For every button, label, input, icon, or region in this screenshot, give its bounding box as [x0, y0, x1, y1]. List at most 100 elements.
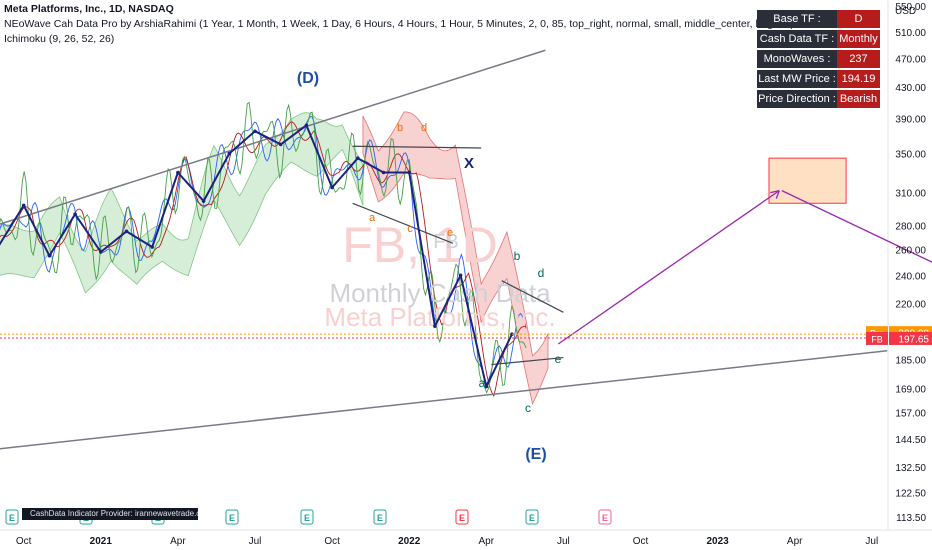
wave-point[interactable]	[304, 123, 309, 128]
time-tick-label: Oct	[16, 536, 32, 547]
wave-point[interactable]	[73, 212, 77, 217]
wave-point[interactable]	[21, 203, 26, 208]
ichimoku-cloud-bullish	[0, 112, 364, 294]
earnings-marker-label: E	[602, 513, 608, 523]
wave-point[interactable]	[150, 245, 154, 249]
wave-point[interactable]	[433, 324, 437, 328]
price-tick-label: 144.50	[895, 435, 926, 446]
price-tick-label: 122.50	[895, 488, 926, 499]
earnings-marker[interactable]	[455, 509, 469, 525]
earnings-marker[interactable]	[373, 509, 387, 525]
price-tick-label: 113.50	[896, 513, 926, 524]
table-row: Last MW Price :194.19	[757, 70, 880, 88]
table-key: Price Direction :	[757, 90, 837, 108]
price-tick-label: 510.00	[895, 28, 926, 39]
price-unit[interactable]: USD	[895, 6, 917, 17]
projection-line-down[interactable]	[781, 190, 932, 263]
wave-label-teal-c: c	[525, 401, 531, 415]
triangle-line-upper	[352, 145, 482, 149]
wave-point[interactable]	[124, 229, 129, 234]
watermark-line2: Monthly Cash Data	[329, 278, 551, 308]
time-tick-label: Jul	[557, 536, 570, 547]
channel-line-upper	[0, 49, 546, 225]
wave-point[interactable]	[381, 170, 386, 175]
wave-label-E: (E)	[525, 446, 546, 463]
wave-point[interactable]	[253, 129, 257, 134]
target-zone-box[interactable]	[768, 157, 847, 204]
wave-point[interactable]	[47, 253, 52, 258]
earnings-marker-label: E	[377, 513, 383, 523]
table-value: Bearish	[837, 90, 880, 108]
wave-label-orange-e: e	[447, 227, 453, 239]
wave-label-teal-d: d	[538, 266, 545, 280]
triangle-line-lower	[352, 202, 454, 244]
time-tick-label: 2023	[706, 536, 729, 547]
price-tick-label: 350.00	[895, 150, 926, 161]
last-price-badge-bg[interactable]	[889, 331, 932, 345]
projection-arrow-head	[770, 189, 780, 199]
table-value: Monthly	[837, 30, 880, 48]
time-tick-label: 2021	[90, 536, 113, 547]
price-tick-label: 280.00	[895, 222, 926, 233]
time-tick-label: Jul	[865, 536, 878, 547]
chart-symbol-title[interactable]: Meta Platforms, Inc., 1D, NASDAQ	[4, 3, 174, 15]
small-channel-upper	[501, 280, 564, 313]
wave-point[interactable]	[278, 142, 283, 147]
wave-label-orange-b: b	[397, 122, 403, 134]
price-tick-label: 260.00	[895, 245, 926, 256]
price-tick-label: 185.00	[895, 355, 926, 366]
wave-point[interactable]	[176, 170, 180, 175]
price-tick-label: 240.00	[895, 271, 926, 282]
wave-label-X: X	[464, 155, 474, 172]
table-row: Cash Data TF : Monthly	[757, 30, 880, 48]
last-price-badge[interactable]: 197.65	[898, 334, 929, 345]
projection-arrow-up[interactable]	[557, 190, 780, 345]
wave-point[interactable]	[99, 250, 103, 254]
ichimoku-legend[interactable]: Ichimoku (9, 26, 52, 26)	[4, 33, 115, 45]
watermark-ticker: FB, 1D	[342, 217, 498, 273]
provider-label: CashData Indicator Provider: irannewavet…	[22, 508, 198, 520]
price-tick-label: 390.00	[895, 115, 926, 126]
table-value: D	[837, 10, 880, 28]
wave-point[interactable]	[201, 199, 206, 203]
time-tick-label: Oct	[324, 536, 340, 547]
time-tick-label: Jul	[249, 536, 262, 547]
earnings-marker-label: E	[229, 513, 235, 523]
earnings-marker[interactable]	[525, 509, 539, 525]
earnings-marker-label: E	[9, 513, 15, 523]
price-tick-label: 430.00	[895, 83, 926, 94]
price-tick-label: 550.00	[895, 2, 926, 13]
time-tick-label: 2022	[398, 536, 421, 547]
price-tick-label: 169.00	[895, 385, 926, 396]
table-row: MonoWaves :237	[757, 50, 880, 68]
wave-point[interactable]	[484, 384, 489, 389]
time-tick-label: Oct	[633, 536, 649, 547]
indicator-legend[interactable]: NEoWave Cah Data Pro by ArshiaRahimi (1 …	[4, 18, 795, 30]
time-tick-label: Apr	[787, 536, 803, 547]
time-tick-label: Apr	[479, 536, 495, 547]
wave-point[interactable]	[458, 273, 463, 278]
time-tick-label: Apr	[170, 536, 186, 547]
small-channel-lower	[491, 356, 564, 366]
table-key: Cash Data TF :	[757, 30, 837, 48]
table-row: Price Direction : Bearish	[757, 90, 880, 108]
watermark-small: FB	[433, 231, 459, 253]
earnings-marker[interactable]	[300, 509, 314, 525]
wave-point[interactable]	[330, 185, 334, 190]
price-tick-label: 220.00	[895, 299, 926, 310]
ichimoku-cloud-bearish	[362, 111, 549, 405]
wave-point[interactable]	[356, 156, 360, 160]
wave-point[interactable]	[227, 151, 232, 156]
wave-label-orange-a: a	[369, 212, 376, 224]
price-tick-label: 470.00	[895, 54, 926, 65]
wave-label-teal-a: a	[479, 376, 486, 390]
wave-point[interactable]	[407, 170, 412, 175]
table-value: 237	[837, 50, 880, 68]
wave-label-teal-e: e	[555, 352, 562, 366]
price-tick-label: 132.50	[895, 463, 926, 474]
earnings-marker[interactable]	[225, 509, 239, 525]
earnings-marker[interactable]	[5, 509, 19, 525]
earnings-marker-label: E	[529, 513, 535, 523]
earnings-marker[interactable]	[598, 509, 612, 525]
